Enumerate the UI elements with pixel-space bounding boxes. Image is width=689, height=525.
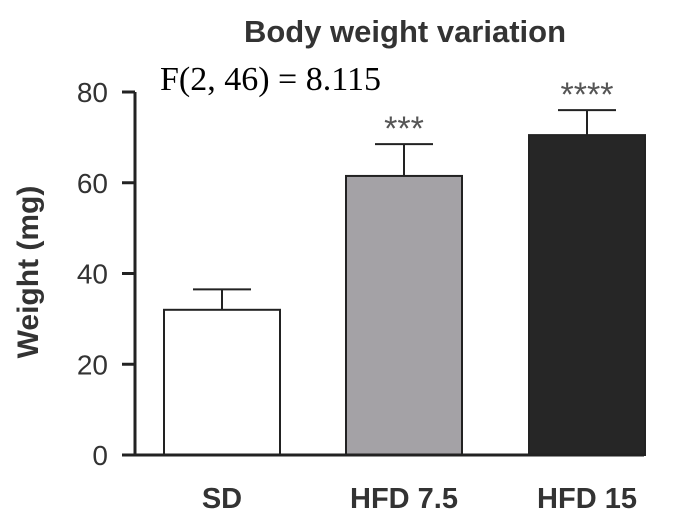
y-axis-ticks: 0 20 40 60 80 [77, 77, 135, 471]
y-tick-label: 20 [77, 349, 108, 380]
y-tick-label: 40 [77, 259, 108, 290]
y-tick-label: 0 [92, 440, 108, 471]
x-tick-label: HFD 15 [537, 483, 637, 515]
y-tick-label: 80 [77, 77, 108, 108]
x-tick-label: HFD 7.5 [350, 483, 458, 515]
bar [345, 174, 463, 456]
bar [163, 308, 281, 456]
x-axis-tick-labels: SD HFD 7.5 HFD 15 [202, 483, 637, 515]
stats-annotation: F(2, 46) = 8.115 [160, 61, 381, 98]
x-tick-label: SD [202, 483, 242, 515]
y-tick-label: 60 [77, 168, 108, 199]
significance-label: *** [384, 110, 424, 148]
significance-label: **** [561, 76, 614, 114]
bar [528, 134, 646, 456]
chart-title: Body weight variation [244, 14, 566, 49]
bars: ******* [163, 76, 646, 456]
y-axis-label: Weight (mg) [12, 186, 45, 359]
